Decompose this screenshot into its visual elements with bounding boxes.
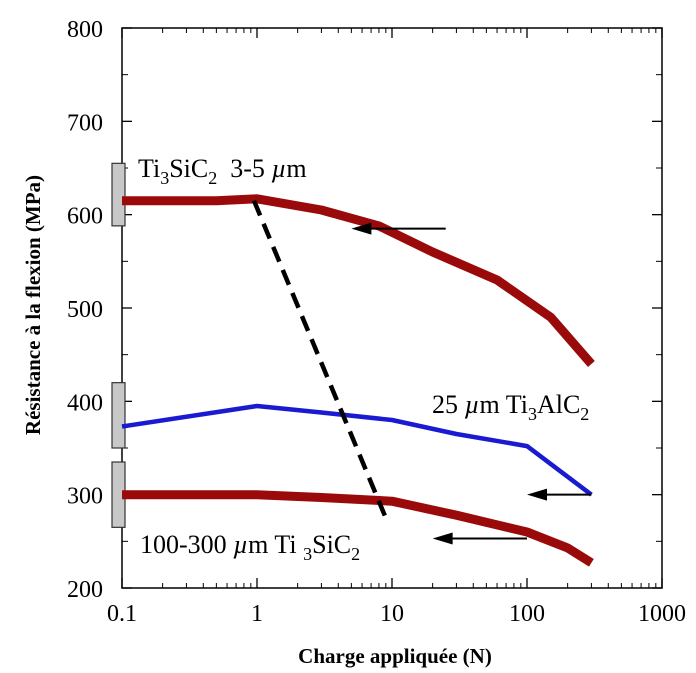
arrows bbox=[351, 222, 592, 545]
annotation-ti3sic2-coarse: 100-300 µm Ti 3SiC2 bbox=[140, 530, 360, 564]
series-line bbox=[122, 194, 595, 367]
series-line bbox=[122, 490, 594, 567]
series-line bbox=[121, 403, 593, 497]
arrow-head bbox=[351, 222, 372, 235]
y-tick-label: 200 bbox=[67, 577, 103, 603]
x-tick-label: 1000 bbox=[638, 601, 686, 627]
x-tick-label: 0.1 bbox=[107, 601, 137, 627]
series-lines bbox=[121, 194, 595, 567]
x-tick-label: 10 bbox=[380, 601, 404, 627]
initial-strength-bar bbox=[111, 382, 126, 449]
initial-strength-bars bbox=[111, 162, 126, 528]
arrow-head bbox=[432, 532, 453, 545]
x-axis-title: Charge appliquée (N) bbox=[298, 644, 492, 668]
y-tick-label: 300 bbox=[67, 484, 103, 510]
dashed-guide-line bbox=[251, 199, 388, 519]
annotation-ti3sic2-fine: Ti3SiC2 3-5 µm bbox=[138, 154, 307, 188]
annotation-ti3alc2: 25 µm Ti3AlC2 bbox=[432, 390, 589, 424]
initial-strength-bar bbox=[111, 162, 126, 227]
y-tick-label: 800 bbox=[67, 17, 103, 43]
arrow-head bbox=[527, 488, 547, 501]
x-tick-label: 1 bbox=[251, 601, 263, 627]
axis-ticks: 0.1 1 10 100 1000 200 300 400 500 600 700 800 bbox=[67, 17, 686, 627]
y-tick-label: 400 bbox=[67, 390, 103, 416]
y-tick-label: 700 bbox=[67, 110, 103, 136]
y-axis-title: Résistance à la flexion (MPa) bbox=[21, 175, 45, 435]
x-tick-label: 100 bbox=[509, 601, 545, 627]
y-tick-label: 500 bbox=[67, 297, 103, 323]
y-tick-label: 600 bbox=[67, 204, 103, 230]
